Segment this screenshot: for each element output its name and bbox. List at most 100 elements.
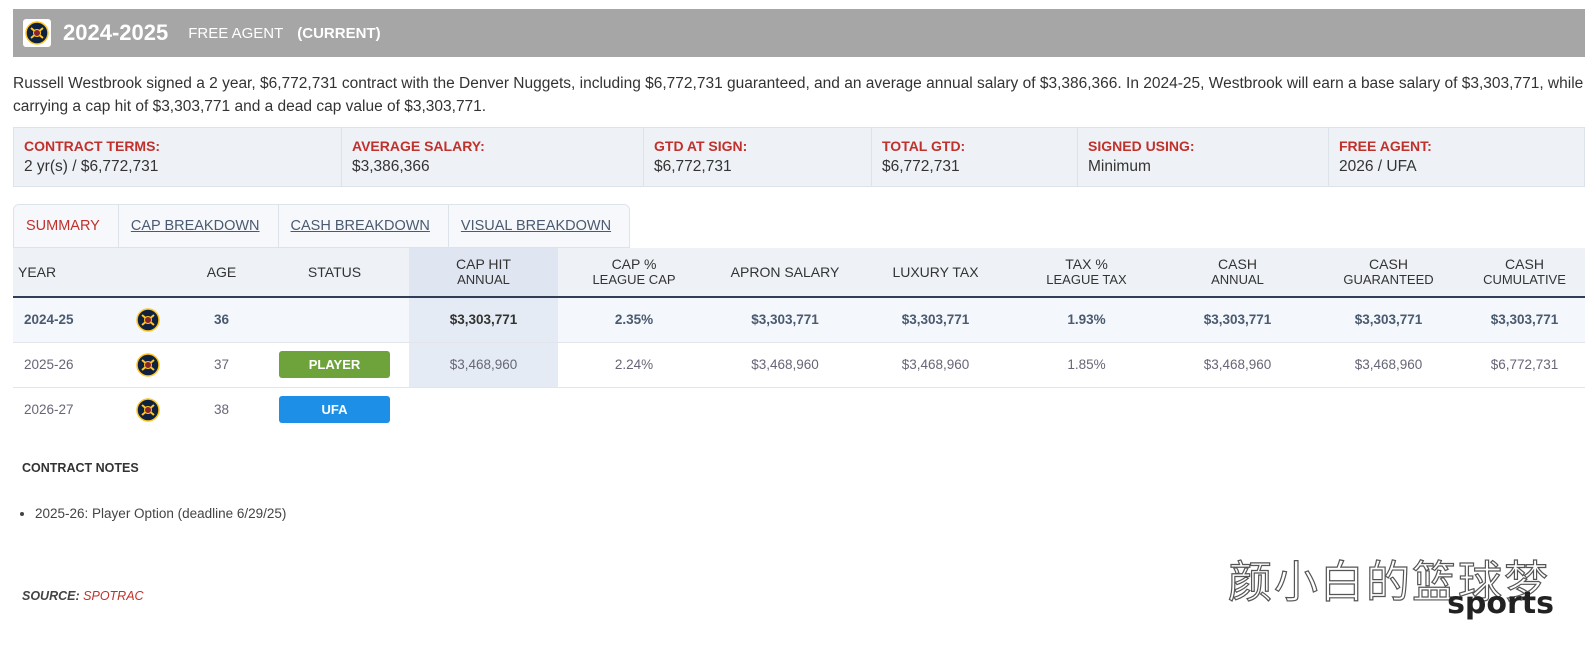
term-signed-using: SIGNED USING: Minimum (1078, 128, 1329, 186)
nuggets-logo-icon (136, 398, 160, 422)
header-subline: ANNUAL (1211, 272, 1264, 287)
cell-tax-pct: 1.93% (1011, 297, 1162, 343)
cell-luxury (860, 387, 1011, 432)
term-label: AVERAGE SALARY: (352, 138, 485, 154)
cell-cap-pct: 2.35% (558, 297, 710, 343)
contract-description: Russell Westbrook signed a 2 year, $6,77… (13, 75, 1584, 115)
term-total-gtd: TOTAL GTD: $6,772,731 (872, 128, 1078, 186)
cell-cash-cumulative (1464, 387, 1585, 432)
term-average-salary: AVERAGE SALARY: $3,386,366 (342, 128, 644, 186)
cell-cap-hit: $3,303,771 (409, 297, 558, 343)
term-label: TOTAL GTD: (882, 138, 966, 154)
cell-cash-guaranteed (1313, 387, 1464, 432)
cell-year: 2026-27 (24, 402, 74, 418)
header-subline: GUARANTEED (1343, 272, 1434, 287)
header-status: STATUS (260, 248, 409, 298)
watermark: 颜小白的篮球梦 sports (1227, 556, 1558, 626)
team-logo (23, 19, 51, 47)
term-value: 2 yr(s) / $6,772,731 (24, 158, 159, 175)
cell-cash-cumulative: $6,772,731 (1464, 342, 1585, 388)
cell-tax-pct: 1.85% (1011, 342, 1162, 388)
cell-apron: $3,468,960 (710, 342, 860, 388)
cell-luxury: $3,468,960 (860, 342, 1011, 388)
note-item: 2025-26: Player Option (deadline 6/29/25… (35, 506, 286, 521)
cell-cap-hit (409, 387, 558, 432)
header-line: CAP HIT (456, 256, 511, 272)
table-row: 2026-27 38 UFA (13, 387, 1585, 432)
header-subline: ANNUAL (457, 272, 510, 287)
header-line: TAX % (1065, 256, 1108, 272)
nuggets-logo-icon (25, 21, 49, 45)
cell-cash-annual: $3,303,771 (1162, 297, 1313, 343)
term-label: GTD AT SIGN: (654, 138, 748, 154)
header-line: CASH (1505, 256, 1544, 272)
header-line: CAP % (611, 256, 657, 272)
source-line: SOURCE: SPOTRAC (22, 589, 144, 603)
term-label: SIGNED USING: (1088, 138, 1195, 154)
header-luxury: LUXURY TAX (860, 248, 1011, 298)
source-label: SOURCE: (22, 589, 80, 603)
cell-luxury: $3,303,771 (860, 297, 1011, 343)
season-header: 2024-2025 FREE AGENT (CURRENT) (13, 9, 1585, 57)
header-age: AGE (183, 248, 260, 298)
contract-table: YEAR AGE STATUS CAP HIT ANNUAL CAP % LEAGU… (13, 248, 1585, 432)
cell-status: PLAYER (260, 342, 409, 388)
watermark-chinese-text: 颜小白的篮球梦 (1227, 556, 1550, 608)
term-value: $6,772,731 (654, 158, 732, 175)
watermark-sports-text: sports (1447, 586, 1554, 621)
cell-year: 2024-25 (13, 297, 113, 343)
header-subline: LEAGUE CAP (592, 272, 676, 287)
cell-status: UFA (260, 387, 409, 432)
tab-cash-breakdown[interactable]: CASH BREAKDOWN (278, 205, 449, 247)
header-line: CASH (1218, 256, 1257, 272)
contract-notes-list: 2025-26: Player Option (deadline 6/29/25… (35, 506, 286, 521)
cell-status (260, 297, 409, 343)
nuggets-logo-icon (136, 308, 160, 332)
cell-cap-hit: $3,468,960 (409, 342, 558, 388)
term-value: Minimum (1088, 158, 1151, 175)
nuggets-logo-icon (136, 352, 160, 377)
header-cash-cumulative: CASH CUMULATIVE (1464, 248, 1585, 298)
cell-cash-guaranteed: $3,468,960 (1313, 342, 1464, 388)
cell-apron (710, 387, 860, 432)
cell-cap-pct (558, 387, 710, 432)
term-contract-terms: CONTRACT TERMS: 2 yr(s) / $6,772,731 (14, 128, 342, 186)
tab-summary[interactable]: SUMMARY (14, 205, 119, 247)
header-logo (113, 248, 183, 298)
term-value: $3,386,366 (352, 158, 430, 175)
header-apron: APRON SALARY (710, 248, 860, 298)
current-label: (CURRENT) (297, 24, 381, 42)
header-year: YEAR (13, 248, 113, 298)
table-row: 2025-26 37 PLAYER $3,468,960 2.24% $3,46… (13, 342, 1585, 388)
cell-logo (113, 387, 183, 432)
header-tax-pct: TAX % LEAGUE TAX (1011, 248, 1162, 298)
contract-notes-title: CONTRACT NOTES (22, 461, 139, 475)
table-row: 2024-25 36 $3,303,771 2.35% $3,303,771 $… (13, 297, 1585, 343)
header-cap-hit: CAP HIT ANNUAL (409, 248, 558, 298)
cell-logo (113, 297, 183, 343)
term-label: CONTRACT TERMS: (24, 138, 161, 154)
header-subline: LEAGUE TAX (1046, 272, 1127, 287)
cell-cash-annual: $3,468,960 (1162, 342, 1313, 388)
contract-terms-bar: CONTRACT TERMS: 2 yr(s) / $6,772,731 AVE… (13, 127, 1585, 187)
cell-apron: $3,303,771 (710, 297, 860, 343)
term-value: $6,772,731 (882, 158, 960, 175)
tab-visual-breakdown[interactable]: VISUAL BREAKDOWN (448, 205, 630, 247)
cell-age: 36 (183, 297, 260, 343)
source-link[interactable]: SPOTRAC (83, 589, 144, 603)
cell-year: 2025-26 (13, 342, 113, 388)
header-line: CASH (1369, 256, 1408, 272)
free-agent-label: FREE AGENT (188, 24, 284, 42)
table-header-row: YEAR AGE STATUS CAP HIT ANNUAL CAP % LEAGU… (13, 248, 1585, 298)
cell-cash-annual (1162, 387, 1313, 432)
header-cash-annual: CASH ANNUAL (1162, 248, 1313, 298)
breakdown-tabs: SUMMARY CAP BREAKDOWN CASH BREAKDOWN VIS… (13, 204, 631, 248)
cell-cap-pct: 2.24% (558, 342, 710, 388)
player-option-badge: PLAYER (279, 351, 390, 378)
cell-logo (113, 342, 183, 388)
cell-age: 38 (213, 402, 230, 418)
term-free-agent: FREE AGENT: 2026 / UFA (1329, 128, 1584, 186)
term-label: FREE AGENT: (1339, 138, 1432, 154)
tab-cap-breakdown[interactable]: CAP BREAKDOWN (118, 205, 279, 247)
header-cap-pct: CAP % LEAGUE CAP (558, 248, 710, 298)
